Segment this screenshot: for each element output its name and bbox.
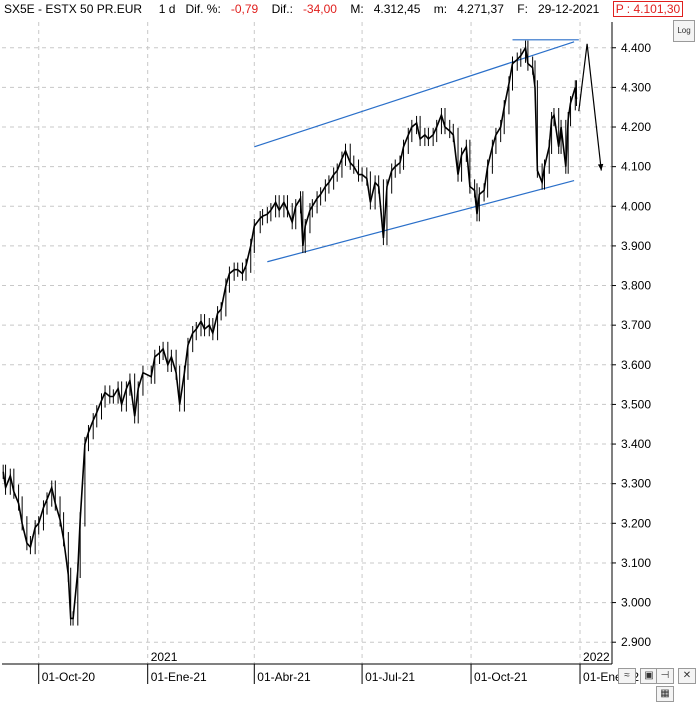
date-label: F:: [517, 2, 528, 16]
projection-arrow: [578, 43, 604, 171]
pin-icon[interactable]: ⊣: [656, 668, 674, 684]
y-tick-label: 3.500: [621, 397, 651, 411]
max-value: 4.312,45: [373, 2, 421, 16]
x-tick-label: 01-Jul-21: [365, 670, 415, 684]
projection-arrowhead: [597, 163, 604, 171]
y-axis: 2.900 3.000 3.100 3.200 3.300 3.400 3.500 3.600…: [611, 22, 651, 664]
min-value: 4.271,37: [457, 2, 504, 16]
symbol-label: SX5E - ESTX 50 PR.EUR: [4, 2, 143, 16]
price-series: [2, 40, 578, 626]
y-tick-label: 3.400: [621, 437, 651, 451]
x-year-label: 2022: [583, 650, 610, 664]
dif-label: Dif.:: [271, 2, 293, 16]
price-label: P :: [615, 2, 631, 16]
x-tick-label: 01-Ene-21: [151, 670, 207, 684]
dif-pct-value: -0,79: [230, 2, 259, 16]
price-value: 4.101,30: [633, 2, 681, 16]
close-icon[interactable]: ✕: [678, 668, 696, 684]
max-label: M:: [350, 2, 364, 16]
y-tick-label: 4.100: [621, 160, 651, 174]
period-label: 1 d: [158, 2, 176, 16]
grid-lines: [2, 22, 612, 664]
x-tick-label: 01-Oct-20: [42, 670, 96, 684]
price-chart: 2.900 3.000 3.100 3.200 3.300 3.400 3.500 3.600…: [2, 22, 651, 684]
y-tick-label: 3.000: [621, 596, 651, 610]
y-tick-label: 3.600: [621, 358, 651, 372]
y-tick-label: 3.100: [621, 556, 651, 570]
dif-value: -34,00: [302, 2, 337, 16]
x-axis: 01-Oct-20 01-Ene-21 2021 01-Abr-21 01-Jul-21…: [2, 650, 639, 684]
y-tick-label: 3.300: [621, 477, 651, 491]
y-tick-label: 3.800: [621, 279, 651, 293]
price-line: [2, 45, 578, 620]
log-scale-button[interactable]: Log: [673, 20, 695, 42]
x-tick-label: 01-Oct-21: [474, 670, 528, 684]
dif-pct-label: Dif. %:: [185, 2, 221, 16]
x-year-label: 2021: [151, 650, 178, 664]
price-box: P : 4.101,30: [612, 1, 684, 17]
channel-line-lower: [267, 179, 575, 263]
channel-line-upper: [254, 41, 575, 148]
chart-icon[interactable]: ▦: [656, 686, 674, 702]
projection-line: [578, 43, 602, 171]
y-tick-label: 4.400: [621, 41, 651, 55]
y-tick-label: 3.200: [621, 516, 651, 530]
wave-icon[interactable]: ≈: [618, 668, 636, 684]
y-tick-label: 2.900: [621, 635, 651, 649]
y-tick-label: 3.900: [621, 239, 651, 253]
y-tick-label: 4.000: [621, 199, 651, 213]
log-button-label: Log: [677, 26, 691, 35]
y-tick-label: 4.200: [621, 120, 651, 134]
y-tick-label: 4.300: [621, 80, 651, 94]
min-label: m:: [433, 2, 448, 16]
x-tick-label: 01-Abr-21: [257, 670, 311, 684]
quote-header: SX5E - ESTX 50 PR.EUR 1 d Dif. %: -0,79 …: [0, 0, 684, 18]
date-value: 29-12-2021: [537, 2, 600, 16]
y-tick-label: 3.700: [621, 318, 651, 332]
